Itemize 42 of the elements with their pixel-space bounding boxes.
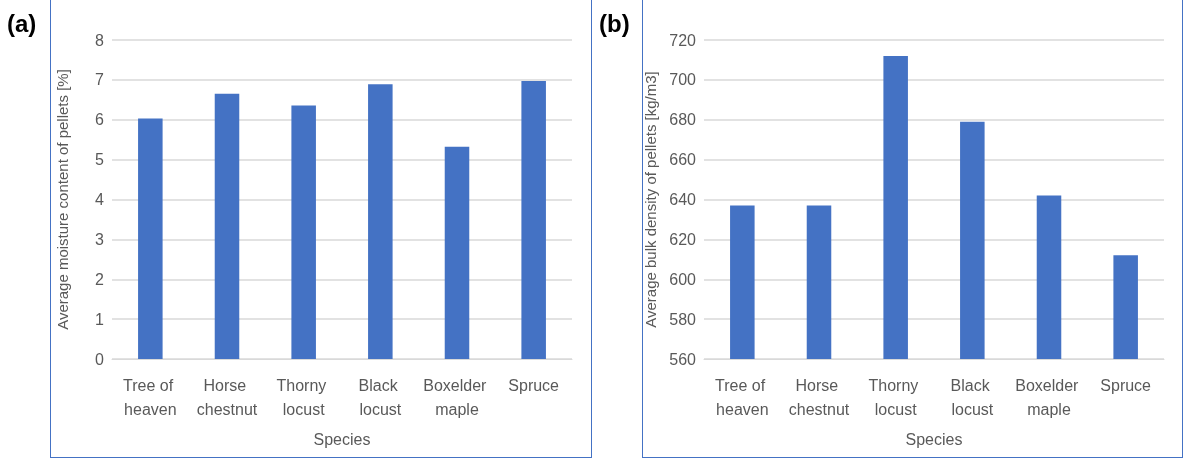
y-tick-label: 6 (95, 111, 105, 129)
bar (291, 105, 316, 359)
x-axis-title: Species (313, 430, 371, 448)
x-tick-label: Thorny locust (276, 376, 331, 418)
y-tick-label: 580 (668, 310, 696, 328)
y-tick-label: 2 (95, 270, 105, 288)
x-tick-label: Horse chestnut (788, 376, 850, 418)
x-tick-label: Boxelder maple (423, 376, 491, 418)
y-tick-label: 7 (95, 71, 105, 89)
bar (521, 81, 546, 359)
y-tick-label: 5 (95, 151, 105, 169)
x-tick-label: Spruce (508, 376, 560, 394)
x-tick-label: Black locust (358, 376, 403, 418)
y-tick-label: 720 (668, 31, 696, 49)
bar (368, 84, 393, 359)
x-tick-label: Tree of heaven (714, 376, 770, 418)
y-tick-label: 700 (668, 71, 696, 89)
y-tick-label: 620 (668, 230, 696, 248)
x-tick-label: Black locust (950, 376, 994, 418)
y-tick-label: 680 (668, 111, 696, 129)
x-tick-label: Boxelder maple (1014, 376, 1083, 418)
y-tick-label: 660 (668, 151, 696, 169)
y-tick-label: 600 (668, 270, 696, 288)
chart-title: (b) (598, 9, 630, 37)
y-axis-title: Average bulk density of pellets [kg/m3] (641, 71, 659, 328)
y-axis-title: Average moisture content of pellets [%] (54, 69, 71, 330)
chart-title: (a) (7, 9, 37, 37)
bar (444, 146, 470, 359)
x-tick-label: Tree of heaven (123, 376, 178, 418)
y-tick-label: 4 (95, 191, 105, 208)
x-tick-label: Thorny locust (868, 376, 923, 418)
x-axis-title: Species (905, 430, 962, 448)
y-tick-label: 0 (95, 350, 105, 368)
x-tick-label: Horse chestnut (196, 376, 258, 418)
x-tick-label: Spruce (1099, 376, 1151, 394)
bar (214, 93, 240, 359)
y-tick-label: 640 (668, 191, 696, 208)
y-tick-label: 3 (95, 230, 105, 248)
y-tick-label: 560 (668, 350, 696, 368)
y-tick-label: 8 (95, 31, 105, 49)
bar (138, 118, 163, 359)
y-tick-label: 1 (95, 310, 105, 328)
